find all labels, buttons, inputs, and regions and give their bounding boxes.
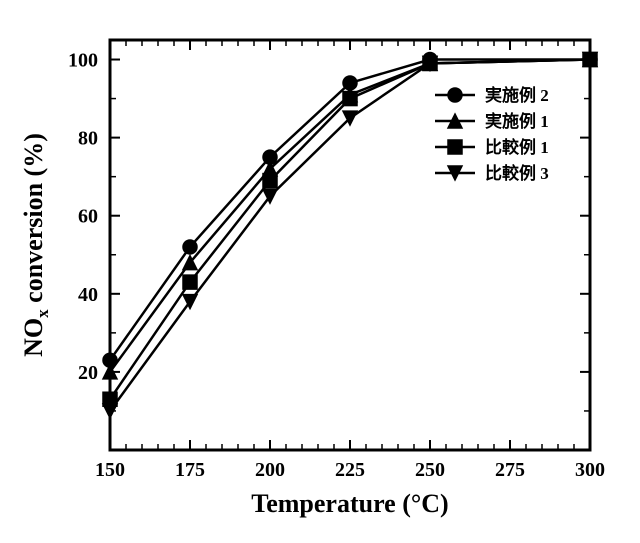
legend-label-cmp1: 比較例 1 <box>485 137 549 157</box>
x-tick-label: 200 <box>255 459 285 481</box>
y-tick-label: 40 <box>78 284 98 306</box>
x-tick-label: 250 <box>415 459 445 481</box>
x-tick-label: 300 <box>575 459 605 481</box>
x-tick-label: 225 <box>335 459 365 481</box>
legend-label-cmp3: 比較例 3 <box>485 163 549 183</box>
y-tick-label: 80 <box>78 128 98 150</box>
y-tick-label: 100 <box>68 50 98 72</box>
marker-circle <box>448 88 462 102</box>
y-tick-label: 60 <box>78 206 98 228</box>
line-chart: 150 175 200 225 250 275 300 20 40 60 80 100 Temperat… <box>0 0 640 543</box>
marker-square <box>263 174 277 188</box>
x-tick-label: 275 <box>495 459 525 481</box>
marker-square <box>183 275 197 289</box>
x-tick-label: 150 <box>95 459 125 481</box>
marker-square <box>448 140 462 154</box>
x-tick-label: 175 <box>175 459 205 481</box>
legend-label-ex1: 実施例 1 <box>485 111 549 131</box>
chart-container: 150 175 200 225 250 275 300 20 40 60 80 100 Temperat… <box>0 0 640 543</box>
marker-square <box>343 92 357 106</box>
y-axis-title: NOx conversion (%) <box>19 133 52 357</box>
legend-label-ex2: 実施例 2 <box>485 85 549 105</box>
y-tick-label: 20 <box>78 362 98 384</box>
marker-circle <box>183 240 197 254</box>
x-axis-title: Temperature (°C) <box>251 489 448 518</box>
series-line-ex1 <box>110 60 590 372</box>
